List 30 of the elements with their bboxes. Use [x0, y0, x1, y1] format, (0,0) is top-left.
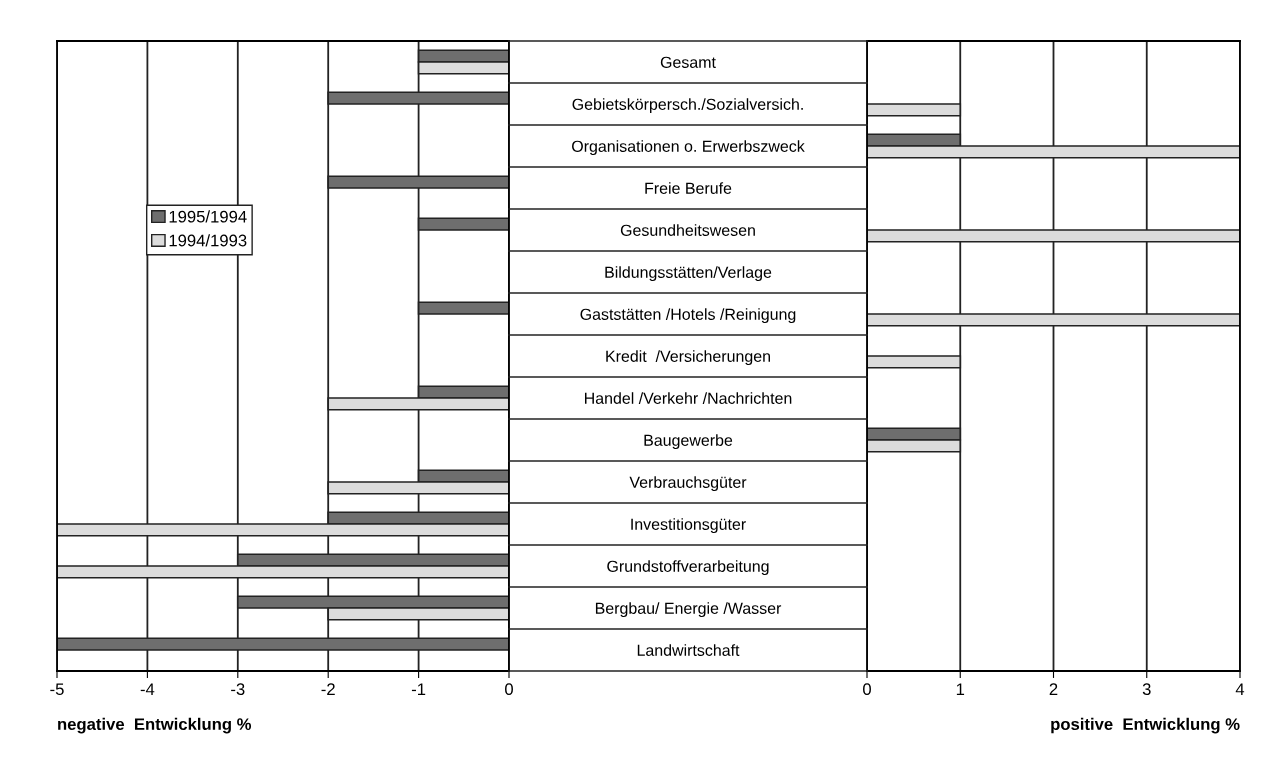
y-tick-label: Grundstoffverarbeitung — [607, 560, 769, 576]
x-tick-label: 2 — [1049, 683, 1058, 695]
y-tick-label: Baugewerbe — [644, 434, 733, 450]
y-tick-label: Verbrauchsgüter — [629, 476, 747, 492]
x-tick-label: -2 — [321, 683, 335, 695]
x-tick-label: 0 — [505, 683, 513, 696]
y-tick-label: Gebietskörpersch./Sozialversich. — [572, 98, 803, 114]
x-tick-label: 4 — [1235, 683, 1245, 695]
x-tick-label: 1 — [956, 683, 965, 695]
y-tick-label: Gaststätten /Hotels /Reinigung — [580, 308, 796, 324]
y-tick-label: Freie Berufe — [645, 182, 732, 194]
y-tick-label: Landwirtschaft — [637, 644, 740, 656]
y-tick-label: Bergbau/ Energie /Wasser — [595, 602, 782, 618]
y-tick-label: Handel /Verkehr /Nachrichten — [585, 392, 792, 404]
y-tick-label: Gesamt — [660, 56, 716, 68]
y-tick-label: Kredit /Versicherungen — [606, 350, 770, 366]
y-tick-label: Bildungsstätten/Verlage — [605, 266, 772, 282]
y-tick-label: Investitionsgüter — [631, 518, 746, 534]
y-tick-label: Organisationen o. Erwerbszweck — [572, 140, 805, 156]
x-tick-label: 3 — [1142, 683, 1151, 696]
x-tick-label: -1 — [411, 683, 426, 695]
x-axis-title: negative Entwicklung % — [58, 717, 252, 734]
x-axis-title: positive Entwicklung % — [1051, 717, 1240, 734]
x-tick-label: -4 — [140, 683, 155, 695]
x-tick-label: -3 — [231, 683, 245, 696]
y-tick-label: Gesundheitswesen — [620, 224, 755, 236]
x-tick-label: 0 — [863, 683, 871, 696]
legend-label: 1995/1994 — [169, 210, 247, 223]
x-tick-label: -5 — [50, 683, 64, 696]
legend-label: 1994/1993 — [169, 234, 247, 247]
